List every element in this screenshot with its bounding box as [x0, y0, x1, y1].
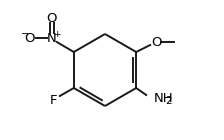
Text: N: N	[47, 32, 57, 45]
Text: F: F	[50, 94, 58, 107]
Text: O: O	[151, 36, 162, 48]
Text: 2: 2	[165, 96, 172, 106]
Text: NH: NH	[154, 92, 174, 104]
Text: O: O	[47, 11, 57, 24]
Text: +: +	[54, 30, 61, 38]
Text: −: −	[20, 29, 29, 38]
Text: O: O	[25, 32, 35, 45]
